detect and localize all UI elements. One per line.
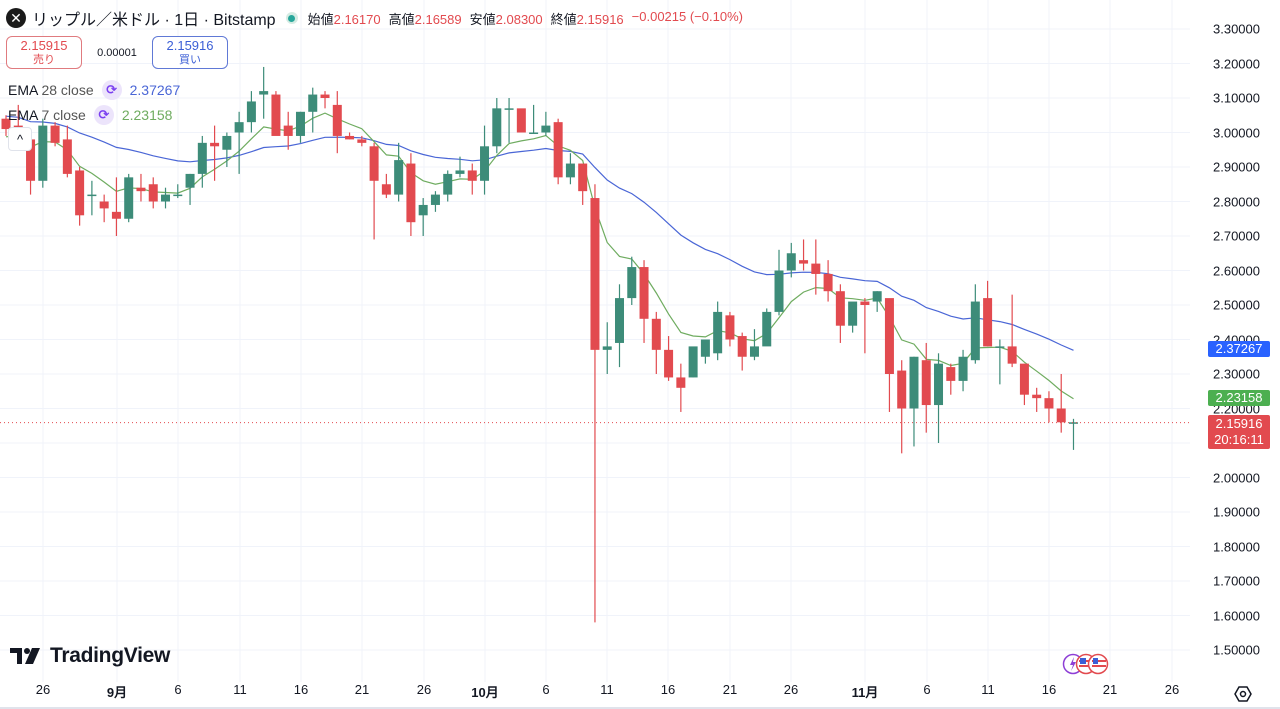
date-tick-label: 16 [660, 682, 676, 697]
trade-buttons: 2.15915 売り 0.00001 2.15916 買い [6, 36, 228, 69]
close-label: 終値 [550, 11, 577, 27]
date-tick-label: 11 [233, 682, 247, 697]
sell-button[interactable]: 2.15915 売り [6, 36, 82, 69]
symbol-title[interactable]: リップル／米ドル · 1日 · Bitstamp [32, 12, 276, 29]
price-chart[interactable] [0, 0, 1190, 682]
buy-label: 買い [179, 53, 201, 66]
price-tick-label: 2.00000 [1213, 470, 1260, 485]
sell-price: 2.15915 [20, 37, 68, 53]
chevron-up-icon: ^ [16, 131, 24, 147]
indicator-ema-7[interactable]: EMA 7 close ⟳ 2.23158 [8, 105, 172, 125]
price-tick-label: 2.70000 [1213, 228, 1260, 244]
ohlc-values: 始値2.16170 高値2.16589 安値2.08300 終値2.15916 … [308, 9, 743, 28]
buy-button[interactable]: 2.15916 買い [152, 36, 228, 69]
indicator-params: 28 close [41, 82, 94, 98]
ema-7-line [5, 112, 1074, 400]
last-price: 2.15916 [1215, 416, 1263, 431]
price-tick-label: 2.50000 [1213, 297, 1260, 313]
price-tick-label: 2.60000 [1213, 263, 1260, 278]
date-tick-label: 10月 [471, 685, 499, 700]
high-value: 2.16589 [414, 11, 462, 27]
change-value: −0.00215 (−0.10%) [631, 8, 743, 24]
price-tick-label: 3.10000 [1213, 90, 1260, 106]
last-price-tag: 2.15916 20:16:11 [1208, 415, 1270, 449]
date-tick-label: 26 [416, 682, 432, 697]
date-tick-label: 21 [722, 682, 738, 697]
close-value: 2.15916 [576, 11, 624, 27]
price-tick-label: 1.60000 [1213, 608, 1260, 623]
date-tick-label: 6 [174, 682, 182, 697]
price-tick-label: 1.50000 [1213, 642, 1260, 658]
low-label: 安値 [469, 11, 496, 27]
indicator-value: 2.37267 [129, 82, 181, 98]
date-tick-label: 21 [354, 682, 370, 697]
price-tick-label: 3.00000 [1213, 125, 1260, 140]
price-tick-label: 2.80000 [1213, 194, 1260, 209]
date-tick-label: 16 [1041, 682, 1057, 697]
date-tick-label: 16 [293, 682, 309, 697]
price-axis[interactable]: 3.30000 3.20000 3.10000 3.00000 2.90000 2.800… [1190, 0, 1280, 680]
buy-price: 2.15916 [166, 37, 214, 53]
market-open-status-icon [285, 12, 298, 24]
open-label: 始値 [307, 11, 334, 27]
price-tick-label: 3.20000 [1213, 56, 1260, 71]
sell-label: 売り [33, 53, 55, 66]
low-value: 2.08300 [495, 11, 543, 27]
date-tick-label: 26 [783, 682, 799, 697]
ema-7-price-tag: 2.23158 [1208, 390, 1270, 406]
tradingview-logo-icon [10, 648, 40, 664]
date-tick-label: 6 [923, 682, 931, 697]
bar-countdown: 20:16:11 [1214, 432, 1264, 447]
date-tick-label: 6 [542, 682, 550, 697]
collapse-legend-button[interactable]: ^ [8, 127, 32, 151]
date-tick-label: 26 [35, 682, 51, 697]
price-tick-label: 2.90000 [1213, 159, 1260, 175]
date-tick-label: 9月 [106, 685, 128, 700]
price-tick-label: 1.70000 [1213, 573, 1260, 589]
symbol-legend: ✕ リップル／米ドル · 1日 · Bitstamp 始値2.16170 高値2… [6, 6, 743, 30]
price-tick-label: 1.90000 [1213, 504, 1260, 520]
tradingview-logo[interactable]: TradingView [10, 644, 170, 668]
brand-name: TradingView [50, 644, 171, 667]
refresh-icon[interactable]: ⟳ [101, 80, 122, 100]
indicator-name: EMA [8, 107, 38, 123]
indicator-name: EMA [8, 82, 38, 98]
price-tick-label: 3.30000 [1213, 21, 1260, 37]
economic-events-markers[interactable] [1062, 653, 1112, 675]
open-value: 2.16170 [333, 11, 381, 27]
refresh-icon[interactable]: ⟳ [93, 105, 114, 125]
date-tick-label: 21 [1102, 682, 1118, 697]
indicator-ema-28[interactable]: EMA 28 close ⟳ 2.37267 [8, 80, 180, 100]
indicator-params: 7 close [41, 107, 86, 123]
date-tick-label: 11 [981, 682, 995, 697]
date-tick-label: 11 [600, 682, 614, 697]
ema-28-price-tag: 2.37267 [1208, 341, 1270, 357]
candlestick-series [1, 66, 1078, 623]
spread-value: 0.00001 [97, 46, 137, 59]
price-tick-label: 2.30000 [1213, 366, 1260, 382]
high-label: 高値 [388, 11, 415, 27]
ema-28-line [5, 115, 1074, 351]
date-tick-label: 11月 [851, 685, 879, 700]
time-axis[interactable]: 26 9月 6 11 16 21 26 10月 6 11 16 21 26 11月 6 11 16 21 26 [0, 682, 1190, 708]
chart-settings-icon[interactable] [1233, 684, 1253, 704]
price-tick-label: 1.80000 [1213, 539, 1260, 554]
date-tick-label: 26 [1164, 682, 1180, 697]
bottom-border [0, 707, 1280, 709]
xrp-logo-icon: ✕ [6, 8, 26, 28]
indicator-value: 2.23158 [121, 107, 173, 123]
